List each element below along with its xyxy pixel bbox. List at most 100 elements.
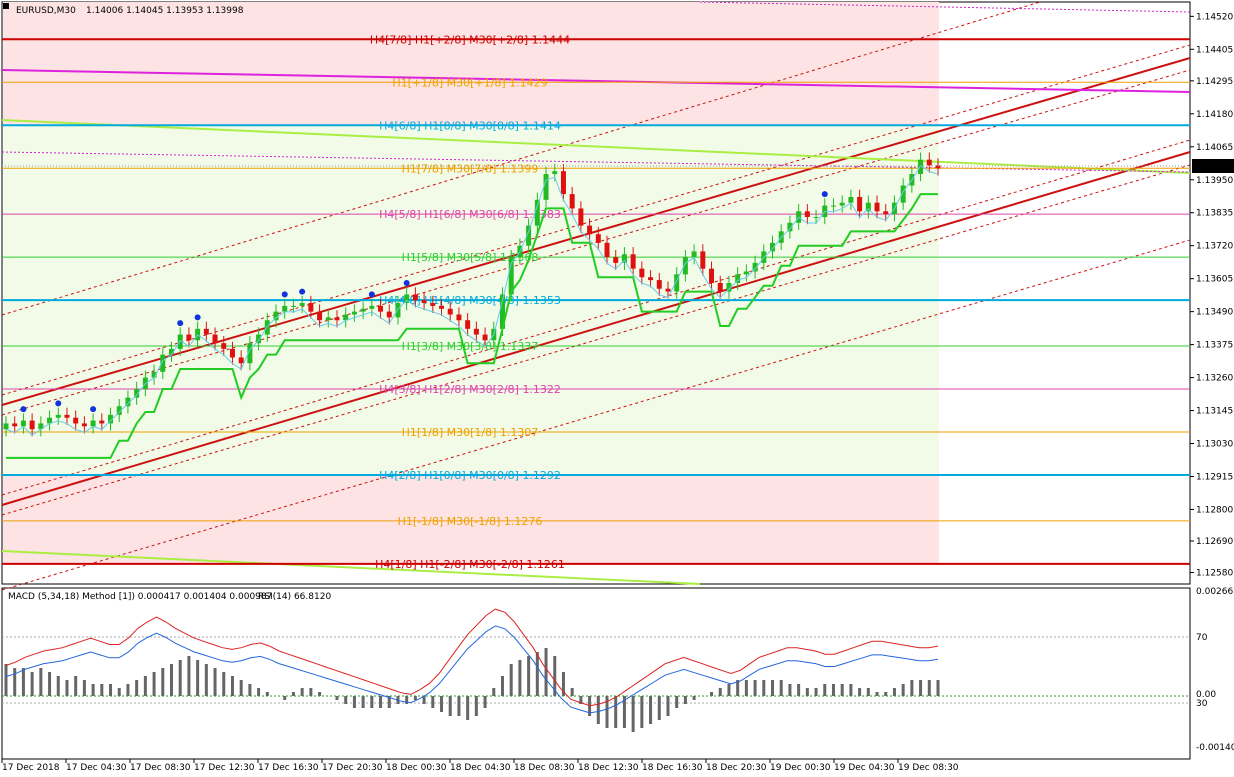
macd-bar (48, 672, 52, 696)
macd-tick-label: 30 (1196, 699, 1208, 709)
macd-bar (440, 696, 444, 712)
candle-body (404, 294, 410, 304)
candle-body (447, 308, 453, 315)
macd-bar (675, 696, 679, 708)
candle-body (874, 202, 880, 212)
high-dot (55, 400, 62, 407)
candle-body (282, 305, 288, 312)
macd-tick-label: 70 (1196, 633, 1208, 643)
candle-body (752, 262, 758, 272)
macd-bar (762, 680, 766, 696)
macd-bar (230, 676, 234, 696)
macd-bar (248, 684, 252, 696)
murrey-level-label: H4[6/8] H1[8/8] M30[8/8] 1.1414 (379, 119, 561, 132)
macd-bar (56, 676, 60, 696)
y-tick-label: 1.12800 (1196, 505, 1233, 515)
macd-bar (823, 684, 827, 696)
candle-body (3, 423, 9, 430)
candle-body (743, 271, 749, 275)
y-tick-label: 1.14180 (1196, 110, 1233, 120)
macd-bar (753, 680, 757, 696)
candle-body (621, 254, 627, 263)
murrey-level-label: H1[-1/8] M30[-1/8] 1.1276 (398, 515, 543, 528)
candle-body (473, 328, 479, 335)
macd-bar (187, 656, 191, 696)
macd-tick-label: -0.001408 (1196, 743, 1234, 753)
current-price-box (1192, 158, 1234, 173)
macd-bar (204, 664, 208, 696)
candle-body (317, 311, 323, 321)
channel-far-lower (1, 239, 1191, 591)
macd-bar (736, 680, 740, 696)
murrey-level-label: H1[3/8] M30[3/8] 1.1337 (402, 340, 539, 353)
macd-bar (169, 664, 173, 696)
rsi-line (5, 608, 939, 707)
candle-body (630, 254, 636, 269)
macd-bar (291, 692, 295, 696)
macd-bar (666, 696, 670, 716)
macd-bar (39, 668, 43, 696)
candle-body (595, 234, 601, 243)
macd-bar (65, 680, 69, 696)
candle-body (12, 423, 18, 427)
x-tick-label: 18 Dec 04:30 (450, 763, 511, 773)
macd-bar (379, 696, 383, 708)
candle-body (55, 414, 61, 418)
y-tick-label: 1.13375 (1196, 341, 1233, 351)
candle-body (378, 305, 384, 312)
macd-bar (283, 696, 287, 700)
candle-body (648, 277, 654, 281)
y-tick-label: 1.13605 (1196, 275, 1233, 285)
murrey-level-label: H1[+1/8] M30[+1/8] 1.1429 (392, 76, 547, 89)
macd-bar (178, 660, 182, 696)
candle-body (290, 305, 296, 307)
macd-bar (474, 696, 478, 716)
channel-upper (1, 57, 1191, 406)
macd-bar (535, 652, 539, 696)
candle-body (151, 371, 157, 378)
y-tick-label: 1.13260 (1196, 374, 1233, 384)
candle-body (613, 257, 619, 263)
macd-bar (239, 680, 243, 696)
macd-bar (570, 688, 574, 696)
macd-bar (466, 696, 470, 720)
candle-body (482, 334, 488, 341)
channel-lower-inner (1, 139, 1191, 496)
candle-body (526, 225, 532, 246)
macd-bar (771, 680, 775, 696)
macd-bar (692, 696, 696, 700)
y-tick-label: 1.13145 (1196, 407, 1233, 417)
candle-body (108, 414, 114, 424)
lime-line-bottom (1, 550, 701, 585)
macd-bar (161, 668, 165, 696)
x-tick-label: 18 Dec 08:30 (514, 763, 575, 773)
macd-bar (710, 692, 714, 696)
macd-bar (875, 692, 879, 696)
macd-bar (614, 696, 618, 728)
macd-bar (448, 696, 452, 716)
candle-body (543, 174, 549, 200)
candle-body (900, 185, 906, 203)
macd-bar (805, 688, 809, 696)
macd-bar (788, 684, 792, 696)
macd-bar (413, 696, 417, 700)
macd-bar (683, 696, 687, 704)
candle-body (665, 288, 671, 292)
high-dot (403, 279, 410, 286)
macd-bar (858, 688, 862, 696)
x-tick-label: 17 Dec 08:30 (130, 763, 191, 773)
macd-bar (196, 660, 200, 696)
macd-bar (561, 672, 565, 696)
murrey-level-label: H4[1/8] H1[-2/8] M30[-2/8] 1.1261 (375, 558, 565, 571)
macd-bar (649, 696, 653, 724)
candle-body (90, 420, 96, 427)
murrey-level-label: H4[5/8] H1[6/8] M30[6/8] 1.1383 (379, 208, 561, 221)
y-tick-label: 1.12915 (1196, 472, 1233, 482)
x-tick-label: 18 Dec 12:30 (578, 763, 639, 773)
macd-bar (631, 696, 635, 732)
macd-bar (622, 696, 626, 728)
murrey-level-label: H4[7/8] H1[+2/8] M30[+2/8] 1.1444 (370, 33, 570, 46)
macd-bar (82, 680, 86, 696)
macd-bar (840, 684, 844, 696)
